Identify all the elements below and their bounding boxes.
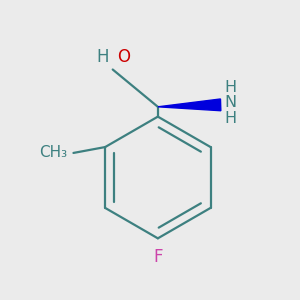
Text: H: H [96, 48, 109, 66]
Text: O: O [117, 48, 130, 66]
Text: H: H [224, 80, 236, 95]
Polygon shape [158, 99, 221, 111]
Text: F: F [153, 248, 163, 266]
Text: H: H [224, 111, 236, 126]
Text: N: N [224, 95, 236, 110]
Text: CH₃: CH₃ [39, 146, 68, 160]
